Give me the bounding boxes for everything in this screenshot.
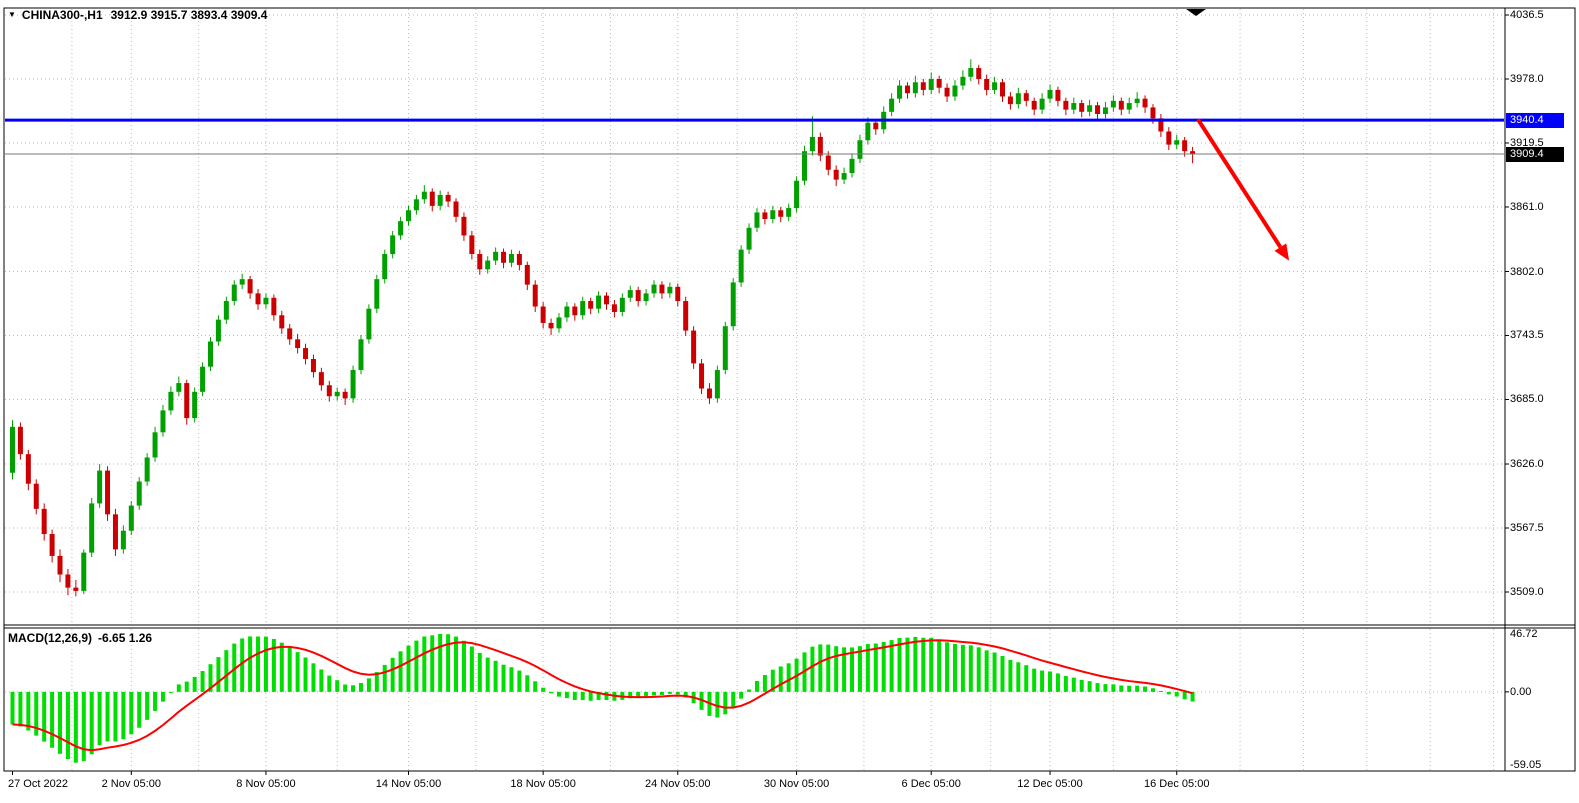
price-axis-label: 3567.5 <box>1510 522 1544 534</box>
macd-histogram <box>10 634 1195 763</box>
chart-overlays <box>5 118 1504 261</box>
objects-collapse-icon[interactable]: ▼ <box>8 10 16 19</box>
time-axis-label: 24 Nov 05:00 <box>645 778 711 790</box>
time-axis-label: 30 Nov 05:00 <box>763 778 830 790</box>
price-axis-label: 3978.0 <box>1510 72 1544 85</box>
candlestick-series <box>10 59 1196 597</box>
last-price-badge: 3909.4 <box>1506 146 1564 162</box>
trend-arrow-head <box>1274 243 1290 261</box>
price-axis-label: 3626.0 <box>1510 458 1544 471</box>
price-axis-label: 3685.0 <box>1510 393 1544 406</box>
time-axis-label: 27 Oct 2022 <box>8 778 68 790</box>
time-axis-label: 16 Dec 05:00 <box>1144 778 1210 790</box>
time-axis-label: 14 Nov 05:00 <box>375 778 442 790</box>
time-axis-label: 12 Dec 05:00 <box>1017 778 1083 790</box>
hline-price-badge: 3940.4 <box>1506 112 1564 128</box>
symbol-timeframe-label: CHINA300-,H1 <box>21 8 103 22</box>
grid-lines <box>5 9 1509 770</box>
price-axis-label: 4036.5 <box>1510 9 1544 21</box>
macd-signal-line <box>12 639 1193 752</box>
macd-values: -6.65 1.26 <box>98 631 153 645</box>
panel-borders <box>3 7 1576 775</box>
macd-indicator-label: MACD(12,26,9) -6.65 1.26 <box>8 631 158 645</box>
price-axis-label: 3919.5 <box>1510 136 1544 149</box>
price-axis-label: 3802.0 <box>1510 265 1544 278</box>
chart-header: ▼ CHINA300-,H1 3912.9 3915.7 3893.4 3909… <box>8 8 267 22</box>
price-axis-label: 3743.5 <box>1510 329 1544 342</box>
price-axis-label: 3861.0 <box>1510 200 1544 213</box>
time-axis-label: 6 Dec 05:00 <box>901 778 961 790</box>
time-axis-label: 18 Nov 05:00 <box>510 778 576 790</box>
ohlc-values: 3912.9 3915.7 3893.4 3909.4 <box>110 8 268 22</box>
macd-axis-label: -59.05 <box>1510 759 1542 771</box>
trend-arrow[interactable] <box>1196 118 1283 249</box>
macd-name: MACD(12,26,9) <box>8 631 93 645</box>
time-axis-label: 2 Nov 05:00 <box>101 778 161 790</box>
macd-axis-label: 0.00 <box>1510 685 1532 698</box>
macd-axis-label: 46.72 <box>1510 628 1538 640</box>
time-axis-label: 8 Nov 05:00 <box>236 778 296 790</box>
chart-shift-marker[interactable] <box>1186 9 1206 16</box>
price-axis-label: 3509.0 <box>1510 586 1544 598</box>
